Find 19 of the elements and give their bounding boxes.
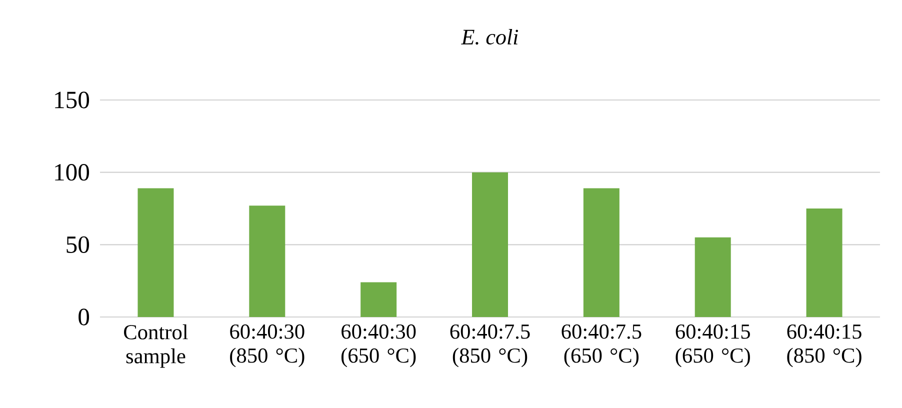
bar (138, 188, 174, 317)
bar (694, 237, 731, 317)
y-tick-label: 100 (55, 164, 90, 181)
x-tick-label: 60:40:15 (650 °C) (676, 324, 750, 368)
y-tick-label: 50 (66, 236, 90, 253)
y-tick-label: 150 (55, 92, 90, 108)
x-tick-label: Control sample (124, 324, 188, 368)
bar (806, 208, 842, 317)
x-tick-label: 60:40:30 (850 °C) (230, 324, 304, 368)
bar (249, 206, 286, 317)
bar (583, 188, 620, 317)
x-tick-label: 60:40:30 (650 °C) (341, 324, 416, 368)
x-tick-label: 60:40:7.5 (850 °C) (450, 324, 530, 368)
x-tick-label: 60:40:15 (850 °C) (787, 324, 862, 368)
y-tick-label: 0 (78, 308, 90, 326)
bar (360, 282, 397, 317)
x-tick-label: 60:40:7.5 (650 °C) (562, 324, 642, 368)
bar (472, 172, 508, 317)
chart-title: E. coli (461, 29, 518, 45)
